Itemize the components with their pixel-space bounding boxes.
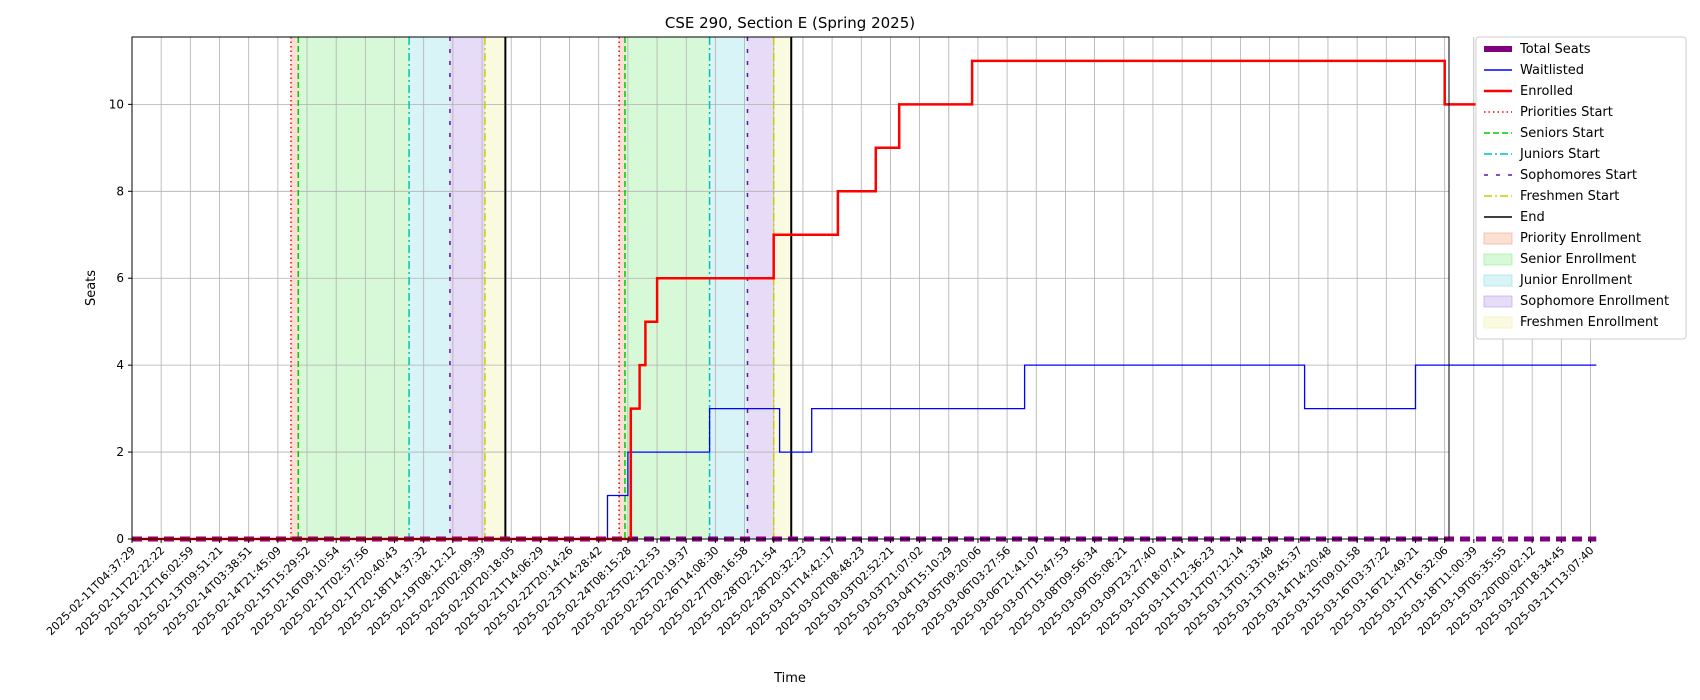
legend-label-priority-enrollment: Priority Enrollment: [1520, 231, 1641, 246]
region-priority-enrollment: [290, 37, 299, 539]
series-waitlisted: [132, 364, 1597, 540]
region-freshmen-enrollment: [484, 37, 506, 539]
grid-lines: [131, 37, 1591, 540]
region-senior-enrollment: [298, 37, 410, 539]
y-tick-label: 10: [109, 97, 124, 111]
legend-label-total-seats: Total Seats: [1519, 42, 1591, 57]
y-axis-label: Seats: [84, 270, 99, 306]
region-sophomore-enrollment: [449, 37, 485, 539]
x-axis-label: Time: [773, 671, 806, 686]
legend-label-sophomores-start: Sophomores Start: [1520, 168, 1637, 183]
legend-label-end: End: [1520, 210, 1545, 225]
phase-markers: [290, 37, 793, 539]
y-tick-label: 4: [116, 358, 124, 372]
legend-swatch-junior-enrollment: [1483, 274, 1513, 287]
legend-label-freshmen-start: Freshmen Start: [1520, 189, 1619, 204]
region-junior-enrollment: [409, 37, 450, 539]
region-sophomore-enrollment: [747, 37, 774, 539]
region-freshmen-enrollment: [773, 37, 792, 539]
legend-label-junior-enrollment: Junior Enrollment: [1519, 273, 1632, 288]
legend-label-sophomore-enrollment: Sophomore Enrollment: [1520, 294, 1669, 309]
legend-label-seniors-start: Seniors Start: [1520, 126, 1604, 141]
y-tick-label: 2: [116, 445, 124, 459]
region-junior-enrollment: [709, 37, 748, 539]
chart-title: CSE 290, Section E (Spring 2025): [665, 14, 915, 32]
legend-swatch-freshmen-enrollment: [1483, 316, 1513, 329]
legend-label-senior-enrollment: Senior Enrollment: [1520, 252, 1636, 267]
legend-swatch-priority-enrollment: [1483, 232, 1513, 245]
legend-label-enrolled: Enrolled: [1520, 84, 1573, 99]
series-enrolled: [132, 59, 1597, 541]
region-senior-enrollment: [624, 37, 710, 539]
enrollment-regions: [290, 37, 792, 539]
plot-frame: [131, 36, 1450, 540]
x-axis-ticks: 2025-02-11T04:37:292025-02-11T22:22:2220…: [44, 539, 1597, 638]
legend-label-priorities-start: Priorities Start: [1520, 105, 1613, 120]
legend-label-freshmen-enrollment: Freshmen Enrollment: [1520, 315, 1658, 330]
y-tick-label: 6: [116, 271, 124, 285]
y-tick-label: 8: [116, 184, 124, 198]
legend-swatch-sophomore-enrollment: [1483, 295, 1513, 308]
y-tick-label: 0: [116, 532, 124, 546]
y-axis-ticks: 0 2 4 6 8 10: [109, 97, 132, 546]
legend-box: [1475, 36, 1687, 340]
legend: Total Seats Waitlisted Enrolled Priorities …: [1475, 36, 1687, 340]
legend-label-juniors-start: Juniors Start: [1519, 147, 1600, 162]
region-priority-enrollment: [619, 37, 625, 539]
legend-label-waitlisted: Waitlisted: [1520, 63, 1584, 78]
legend-swatch-senior-enrollment: [1483, 253, 1513, 266]
